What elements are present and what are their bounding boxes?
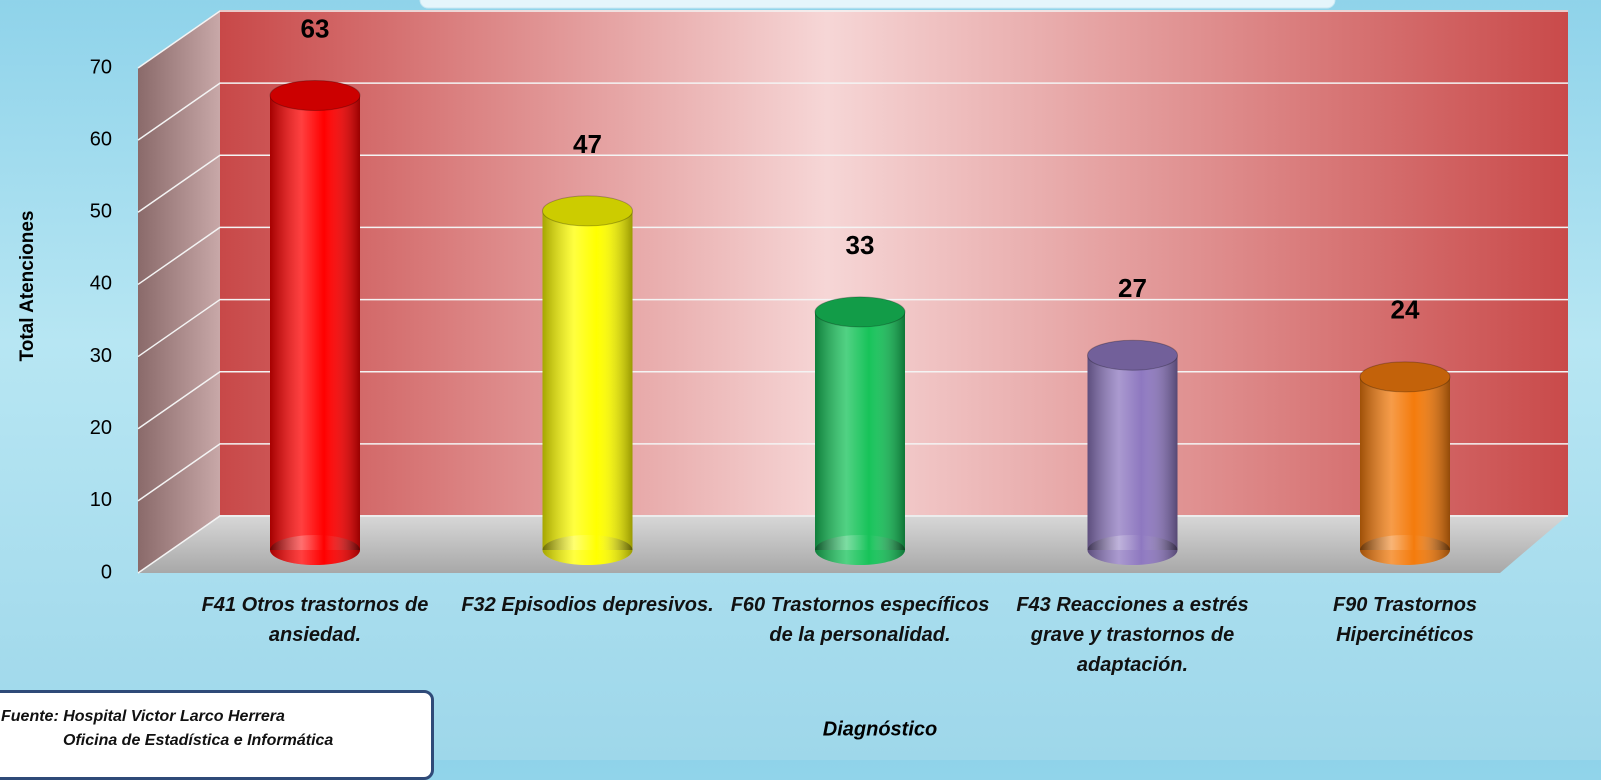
bar-top xyxy=(269,80,361,111)
x-axis-label: Diagnóstico xyxy=(823,718,937,740)
bar-top xyxy=(1087,339,1178,371)
source-box: Fuente: Hospital Victor Larco Herrera Ofi… xyxy=(0,690,434,780)
x-tick-label: F60 Trastornos específicos de la persona… xyxy=(730,594,990,646)
chart: Total Atenciones Diagnóstico 0 10 20 30 40 50… xyxy=(17,0,1568,740)
y-tick-label: 70 xyxy=(90,56,112,78)
y-tick-label: 40 xyxy=(90,273,112,295)
x-tick-label: F90 Trastornos Hipercinéticos xyxy=(1332,594,1478,646)
value-label: 63 xyxy=(301,13,330,43)
y-axis-label: Total Atenciones xyxy=(17,211,38,362)
grid-line xyxy=(137,82,1568,141)
bar-shade xyxy=(270,95,360,550)
y-tick-label: 20 xyxy=(90,417,112,439)
value-label: 47 xyxy=(573,129,602,159)
x-tick-label: F32 Episodios depresivos. xyxy=(461,594,714,616)
grid-line xyxy=(137,298,1568,358)
bar-shade xyxy=(1087,355,1178,550)
value-label: 33 xyxy=(846,230,875,260)
value-label: 24 xyxy=(1391,295,1420,325)
y-tick-label: 60 xyxy=(90,128,112,150)
y-tick-label: 0 xyxy=(101,561,112,583)
grid-line xyxy=(137,10,1568,69)
source-line: Oficina de Estadística e Informática xyxy=(63,732,334,749)
bar-shade xyxy=(815,311,905,550)
y-tick-label: 50 xyxy=(90,201,112,223)
top-panel xyxy=(419,0,1336,9)
x-tick-label: F41 Otros trastornos de ansiedad. xyxy=(201,594,429,646)
x-tick-label: F43 Reacciones a estrés grave y trastorn… xyxy=(1016,594,1249,676)
bar-top xyxy=(542,195,633,227)
bar-top xyxy=(1359,361,1451,393)
y-tick-label: 10 xyxy=(90,489,112,511)
bar-shade xyxy=(1360,376,1450,550)
grid-line xyxy=(137,226,1568,286)
bar-top xyxy=(814,296,906,328)
side-wall xyxy=(138,10,220,573)
grid-line xyxy=(137,154,1568,213)
value-label: 27 xyxy=(1118,273,1147,303)
bar-shade xyxy=(542,210,633,550)
y-tick-label: 30 xyxy=(90,345,112,367)
source-line: Fuente: Hospital Victor Larco Herrera xyxy=(1,708,285,725)
